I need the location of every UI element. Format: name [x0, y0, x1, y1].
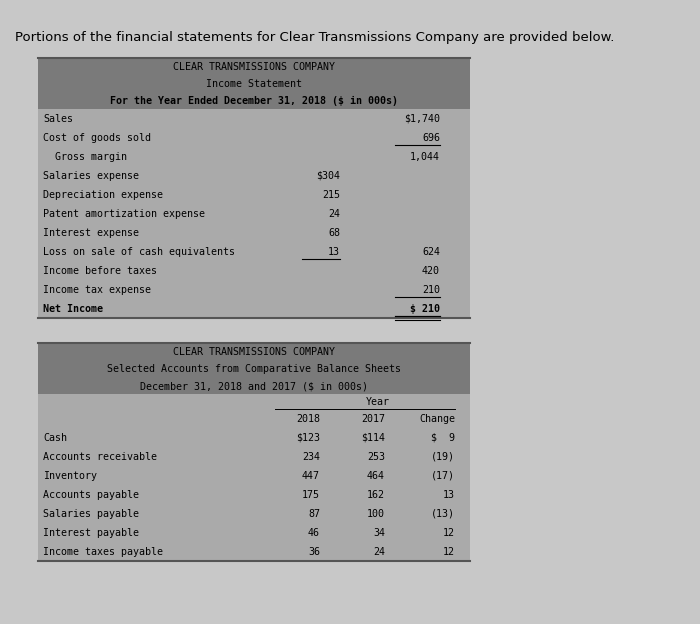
Text: 624: 624	[422, 247, 440, 257]
Text: 100: 100	[367, 509, 385, 519]
Text: Accounts payable: Accounts payable	[43, 490, 139, 500]
Text: 420: 420	[422, 266, 440, 276]
Text: December 31, 2018 and 2017 ($ in 000s): December 31, 2018 and 2017 ($ in 000s)	[140, 381, 368, 391]
Text: 1,044: 1,044	[410, 152, 440, 162]
Text: 13: 13	[328, 247, 340, 257]
Text: Accounts receivable: Accounts receivable	[43, 452, 157, 462]
Text: 12: 12	[443, 547, 455, 557]
Text: $123: $123	[296, 433, 320, 443]
Text: Sales: Sales	[43, 114, 73, 124]
Text: Income taxes payable: Income taxes payable	[43, 547, 163, 557]
Text: Depreciation expense: Depreciation expense	[43, 190, 163, 200]
Bar	[38, 394, 470, 561]
Text: $1,740: $1,740	[404, 114, 440, 124]
Text: Interest expense: Interest expense	[43, 228, 139, 238]
Text: (17): (17)	[431, 471, 455, 481]
Text: 175: 175	[302, 490, 320, 500]
Text: Salaries payable: Salaries payable	[43, 509, 139, 519]
Text: 68: 68	[328, 228, 340, 238]
Text: Salaries expense: Salaries expense	[43, 171, 139, 181]
Text: 162: 162	[367, 490, 385, 500]
Text: CLEAR TRANSMISSIONS COMPANY: CLEAR TRANSMISSIONS COMPANY	[173, 348, 335, 358]
Text: Gross margin: Gross margin	[43, 152, 127, 162]
Text: $304: $304	[316, 171, 340, 181]
Bar	[38, 109, 470, 318]
Text: 2018: 2018	[296, 414, 320, 424]
Text: $  9: $ 9	[431, 433, 455, 443]
Text: Year: Year	[365, 397, 389, 407]
Text: 24: 24	[373, 547, 385, 557]
Text: Cash: Cash	[43, 433, 67, 443]
Text: Patent amortization expense: Patent amortization expense	[43, 209, 205, 219]
Text: (19): (19)	[431, 452, 455, 462]
Text: CLEAR TRANSMISSIONS COMPANY: CLEAR TRANSMISSIONS COMPANY	[173, 62, 335, 72]
Text: 447: 447	[302, 471, 320, 481]
Text: 12: 12	[443, 528, 455, 538]
Text: Net Income: Net Income	[43, 304, 103, 314]
Text: 696: 696	[422, 133, 440, 143]
Text: 46: 46	[308, 528, 320, 538]
Text: 34: 34	[373, 528, 385, 538]
Text: 253: 253	[367, 452, 385, 462]
Text: Change: Change	[419, 414, 455, 424]
Bar	[38, 343, 470, 394]
Text: Income tax expense: Income tax expense	[43, 285, 151, 295]
Text: Cost of goods sold: Cost of goods sold	[43, 133, 151, 143]
Text: For the Year Ended December 31, 2018 ($ in 000s): For the Year Ended December 31, 2018 ($ …	[110, 96, 398, 106]
Text: 24: 24	[328, 209, 340, 219]
Text: $114: $114	[361, 433, 385, 443]
Text: Loss on sale of cash equivalents: Loss on sale of cash equivalents	[43, 247, 235, 257]
Text: 464: 464	[367, 471, 385, 481]
Text: Income before taxes: Income before taxes	[43, 266, 157, 276]
Text: $ 210: $ 210	[410, 304, 440, 314]
Text: 234: 234	[302, 452, 320, 462]
Text: 87: 87	[308, 509, 320, 519]
Text: Interest payable: Interest payable	[43, 528, 139, 538]
Text: 215: 215	[322, 190, 340, 200]
Text: Income Statement: Income Statement	[206, 79, 302, 89]
Text: Inventory: Inventory	[43, 471, 97, 481]
Text: Portions of the financial statements for Clear Transmissions Company are provide: Portions of the financial statements for…	[15, 31, 615, 44]
Text: (13): (13)	[431, 509, 455, 519]
Text: 2017: 2017	[361, 414, 385, 424]
Text: Selected Accounts from Comparative Balance Sheets: Selected Accounts from Comparative Balan…	[107, 364, 401, 374]
Text: 36: 36	[308, 547, 320, 557]
Text: 13: 13	[443, 490, 455, 500]
Text: 210: 210	[422, 285, 440, 295]
Bar	[38, 58, 470, 109]
